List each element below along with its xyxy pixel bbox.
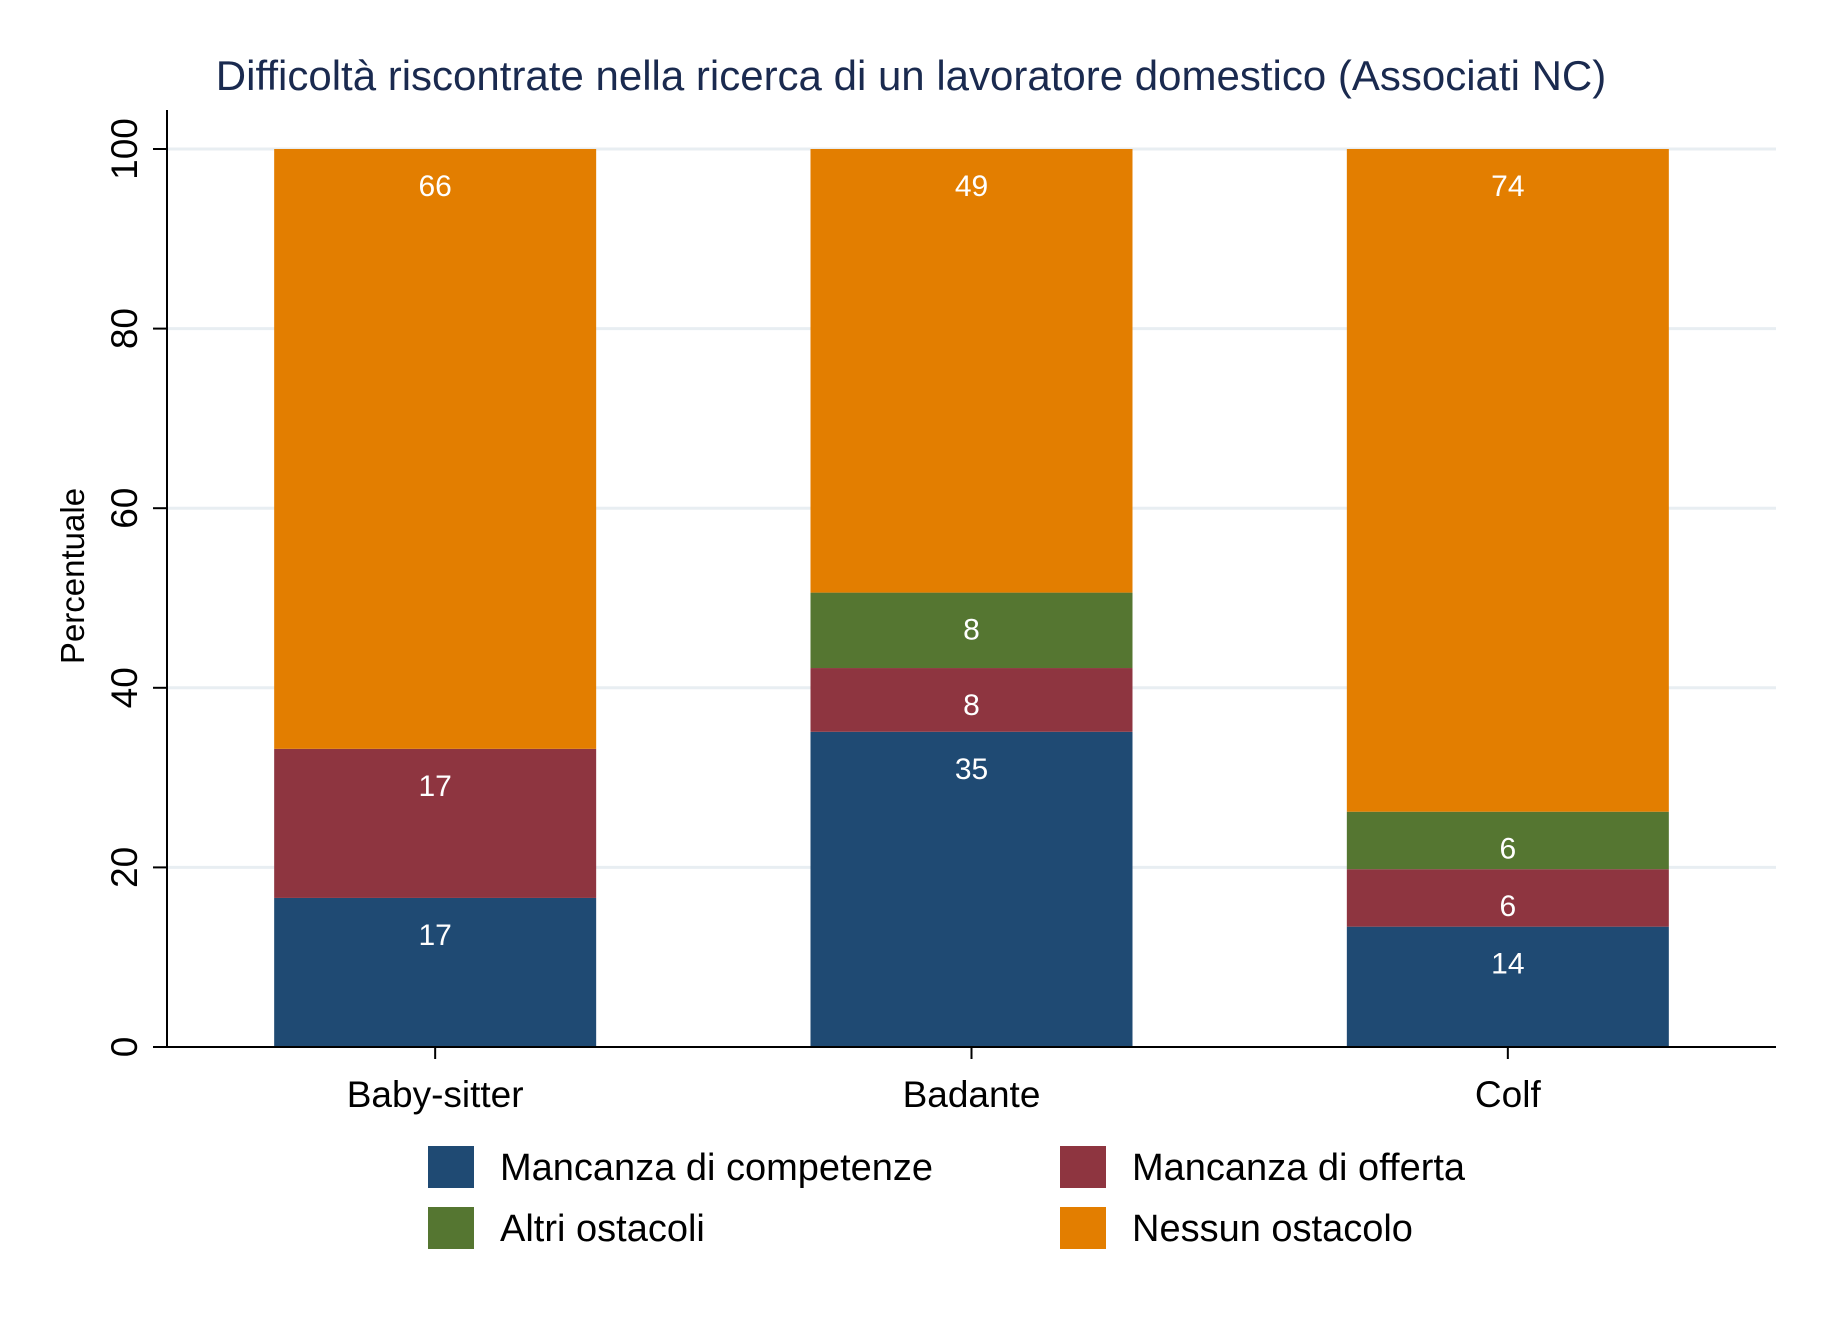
data-label: 49 bbox=[955, 170, 988, 203]
x-tick-label: Colf bbox=[1475, 1074, 1542, 1115]
bars bbox=[274, 149, 1669, 1047]
data-label: 66 bbox=[418, 170, 451, 203]
legend-label: Mancanza di competenze bbox=[500, 1147, 933, 1189]
data-label: 6 bbox=[1499, 890, 1516, 923]
bar-segment bbox=[274, 897, 597, 1047]
bar-segment bbox=[1346, 926, 1669, 1047]
legend-swatch bbox=[1060, 1146, 1106, 1188]
data-label: 8 bbox=[963, 689, 980, 722]
x-tick-label: Badante bbox=[903, 1074, 1041, 1115]
y-tick-label: 80 bbox=[104, 308, 145, 349]
bar-segment bbox=[810, 592, 1133, 669]
legend-label: Altri ostacoli bbox=[500, 1208, 705, 1250]
bar-segment bbox=[274, 748, 597, 898]
chart-title: Difficoltà riscontrate nella ricerca di … bbox=[216, 52, 1606, 99]
legend-label: Nessun ostacolo bbox=[1132, 1208, 1413, 1250]
legend-label: Mancanza di offerta bbox=[1132, 1147, 1466, 1189]
y-tick-label: 60 bbox=[104, 488, 145, 529]
bar-segment bbox=[274, 149, 597, 749]
bar-segment bbox=[810, 668, 1133, 732]
legend-swatch bbox=[428, 1146, 474, 1188]
bar-segment bbox=[810, 149, 1133, 593]
y-tick-label: 0 bbox=[104, 1037, 145, 1058]
y-axis-label: Percentuale bbox=[54, 488, 91, 664]
bar-segment bbox=[1346, 869, 1669, 927]
data-label: 17 bbox=[418, 919, 451, 952]
data-label: 8 bbox=[963, 614, 980, 647]
legend-swatch bbox=[428, 1207, 474, 1249]
legend: Mancanza di competenze Mancanza di offert… bbox=[428, 1146, 1466, 1250]
legend-swatch bbox=[1060, 1207, 1106, 1249]
data-label: 6 bbox=[1499, 833, 1516, 866]
data-label: 74 bbox=[1491, 170, 1524, 203]
y-tick-label: 20 bbox=[104, 847, 145, 888]
bar-segment bbox=[1346, 149, 1669, 812]
x-tick-label: Baby-sitter bbox=[347, 1074, 524, 1115]
y-tick-label: 40 bbox=[104, 667, 145, 708]
y-tick-label: 100 bbox=[104, 118, 145, 180]
axes: 0 20 40 60 80 100 Baby-sitter Badante Colf bbox=[104, 110, 1776, 1115]
data-label: 17 bbox=[418, 770, 451, 803]
bar-segment bbox=[810, 731, 1133, 1047]
data-label: 35 bbox=[955, 753, 988, 786]
data-label: 14 bbox=[1491, 948, 1524, 981]
bar-segment bbox=[1346, 811, 1669, 870]
